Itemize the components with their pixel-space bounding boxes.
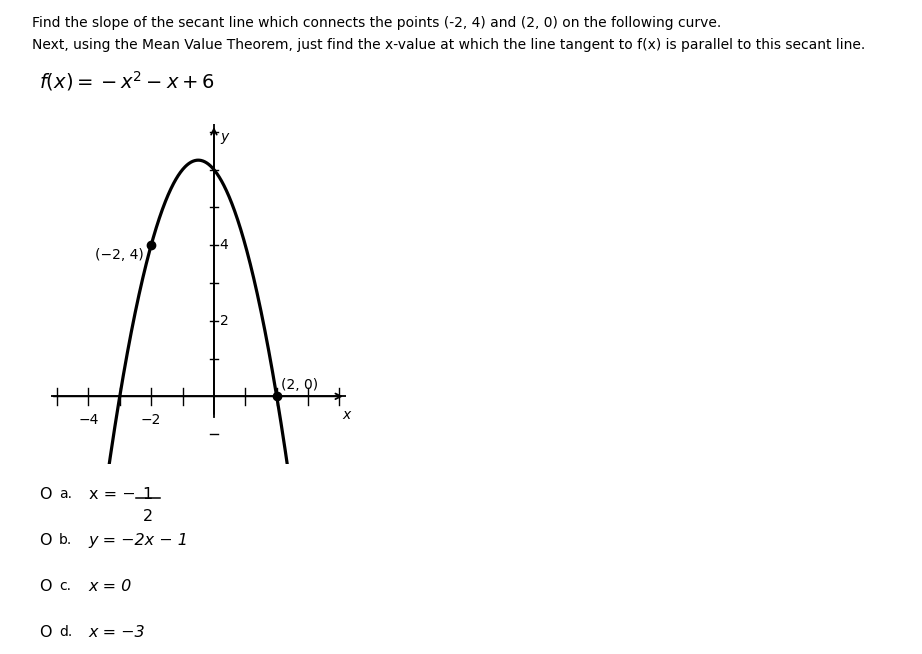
Text: O: O: [39, 487, 52, 502]
Text: a.: a.: [59, 487, 72, 501]
Text: O: O: [39, 533, 52, 548]
Text: 2: 2: [143, 509, 152, 524]
Text: x = −3: x = −3: [89, 625, 145, 640]
Text: c.: c.: [59, 579, 71, 593]
Text: x = 0: x = 0: [89, 579, 132, 594]
Text: y: y: [220, 130, 229, 144]
Text: O: O: [39, 625, 52, 640]
Text: x: x: [343, 408, 351, 422]
Text: (−2, 4): (−2, 4): [95, 248, 144, 262]
Text: b.: b.: [59, 533, 72, 547]
Text: (2, 0): (2, 0): [281, 378, 318, 392]
Text: 4: 4: [219, 238, 229, 252]
Text: 1: 1: [142, 487, 153, 502]
Text: −2: −2: [141, 413, 161, 427]
Text: d.: d.: [59, 625, 72, 638]
Text: x = −: x = −: [89, 487, 136, 502]
Text: Next, using the Mean Value Theorem, just find the x-value at which the line tang: Next, using the Mean Value Theorem, just…: [32, 38, 866, 52]
Text: 2: 2: [219, 314, 229, 328]
Text: y = −2x − 1: y = −2x − 1: [89, 533, 188, 548]
Text: O: O: [39, 579, 52, 594]
Text: Find the slope of the secant line which connects the points (-2, 4) and (2, 0) o: Find the slope of the secant line which …: [32, 16, 722, 30]
Text: $\mathit{f(x) = -x^2 - x + 6}$: $\mathit{f(x) = -x^2 - x + 6}$: [39, 69, 215, 93]
Text: −4: −4: [78, 413, 99, 427]
